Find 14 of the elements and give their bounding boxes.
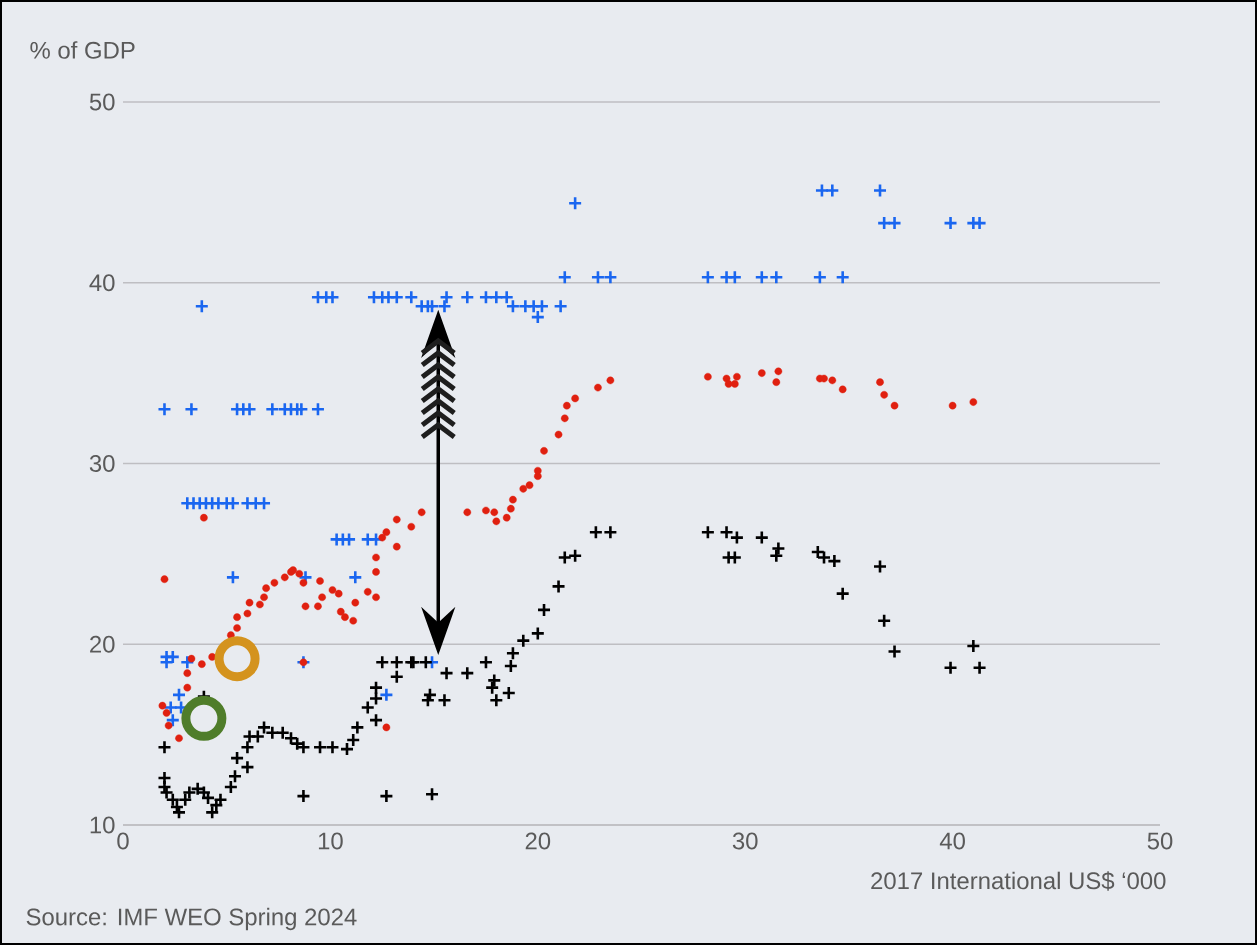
- x-tick-label: 30: [732, 832, 758, 850]
- y-tick-label: 50: [89, 93, 115, 111]
- y-tick-label: 20: [90, 635, 115, 653]
- x-tick-label: 10: [318, 832, 343, 850]
- y-tick-label: 30: [89, 455, 115, 472]
- x-axis-title: 2017 International US$ ‘000: [871, 871, 1166, 891]
- source-note: Source: IMF WEO Spring 2024: [26, 907, 357, 931]
- x-tick-label: 40: [939, 832, 965, 850]
- x-tick-label: 0: [117, 832, 129, 850]
- y-tick-label: 40: [89, 274, 115, 292]
- y-tick-label: 10: [90, 816, 115, 834]
- y-axis-title: % of GDP: [30, 41, 135, 59]
- x-tick-label: 20: [525, 832, 551, 850]
- x-tick-label: 50: [1147, 832, 1173, 850]
